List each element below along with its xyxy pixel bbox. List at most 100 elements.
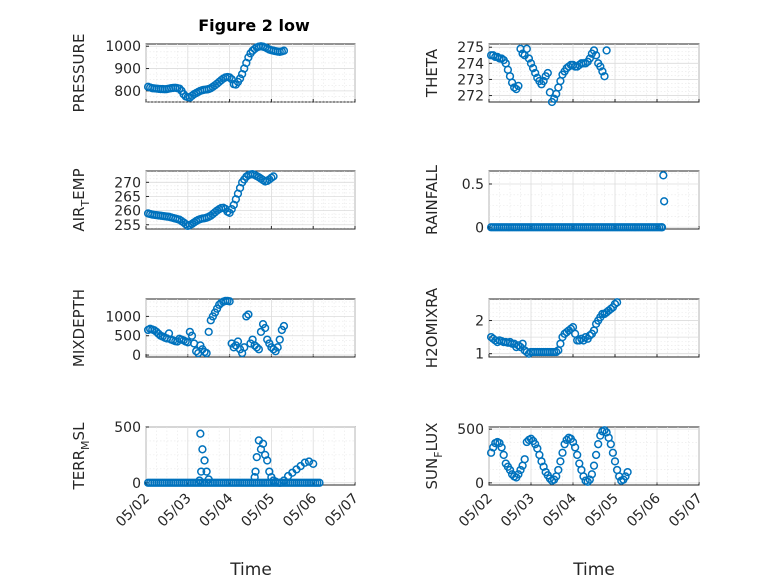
data-point [300,458,309,467]
y-label-main: SUN [423,458,441,490]
data-point [560,440,569,449]
data-point [225,297,234,306]
data-point [493,52,502,62]
data-point [583,477,592,486]
data-point [252,452,261,462]
x-tick-label: 05/07 [666,491,706,531]
data-point [279,321,289,331]
data-point [204,475,213,484]
data-point [581,332,590,342]
data-point [197,467,206,476]
data-point [200,456,209,465]
y-label-subscript: T [79,200,92,208]
data-point [244,53,253,62]
y-axis-label: TERRMSL [70,422,92,491]
x-tick-label: 05/03 [155,491,195,531]
data-point [657,223,667,232]
data-point [275,478,284,487]
data-point [250,473,259,482]
data-point [558,448,567,457]
x-tick-label: 05/04 [540,490,580,530]
y-axis-label: PRESSURE [70,34,88,113]
data-point [659,171,668,180]
y-tick-label: 1000 [105,309,141,325]
data-point [497,443,506,452]
data-point [273,343,282,352]
data-point [606,304,615,314]
data-point [528,64,538,73]
data-point [602,46,611,55]
data-point [196,429,205,438]
data-point [240,343,249,352]
y-tick-label: 500 [457,422,484,438]
data-point [244,310,253,319]
x-tick-label: 05/07 [322,491,362,531]
y-label-main: AIR [70,207,88,232]
data-point [514,341,523,350]
data-point [539,76,548,86]
data-point [556,457,565,466]
data-point [202,348,211,358]
y-tick-label: 270 [114,175,141,191]
y-label-main: RAINFALL [423,164,441,235]
data-point [594,440,603,449]
y-tick-label: 0.5 [462,177,484,193]
subplot-h2omixra: 1 2 H2OMIXRA [423,287,700,368]
y-label-tail: SL [70,422,88,441]
data-point [233,337,243,346]
y-label-main: TERR [70,450,88,491]
y-tick-label: 255 [114,218,141,234]
y-label-main: MIXDEPTH [70,289,88,367]
data-point [269,345,278,354]
y-tick-label: 1000 [105,39,141,55]
data-point [581,59,590,68]
data-point [225,73,234,82]
y-tick-label: 0 [132,348,141,364]
data-point [279,46,289,55]
data-point [598,67,607,76]
data-point [304,457,314,466]
data-point [315,478,324,487]
y-axis-label: H2OMIXRA [423,287,441,368]
subplot-pressure: 800 900 1000 PRESSURE [70,34,356,113]
y-axis-label: MIXDEPTH [70,289,88,367]
data-point [495,438,504,448]
data-point [566,324,576,333]
data-point [573,450,582,460]
subplot-rainfall: 0 0.5 RAINFALL [423,164,700,236]
data-point [489,51,498,60]
y-label-tail: EMP [70,168,88,199]
data-point [251,467,260,476]
data-point [612,298,622,307]
y-tick-label: 260 [114,204,141,220]
data-point [600,72,609,81]
data-point [269,172,278,181]
data-point [575,336,584,345]
data-point [591,450,601,460]
data-point [505,465,515,475]
y-label-tail: LUX [423,423,441,452]
data-point [596,431,605,440]
data-point [531,440,540,449]
y-tick-label: 274 [457,56,484,72]
data-point [589,46,599,55]
y-label-main: PRESSURE [70,34,88,113]
y-label-main: THETA [423,48,441,98]
data-point [202,467,211,476]
x-tick-label: 05/05 [582,491,622,531]
data-point [549,94,559,103]
data-point [589,461,599,470]
data-point [227,205,236,214]
data-point [505,337,515,347]
data-point [600,426,609,435]
data-point [512,342,521,352]
data-point [514,81,523,91]
data-point [497,54,506,63]
data-point [489,443,498,452]
x-axis-label-left: Time [229,560,272,580]
data-point [507,78,517,87]
y-label-subscript: F [432,451,445,457]
subplot-mixdepth: 0 500 1000 MIXDEPTH [70,289,356,367]
